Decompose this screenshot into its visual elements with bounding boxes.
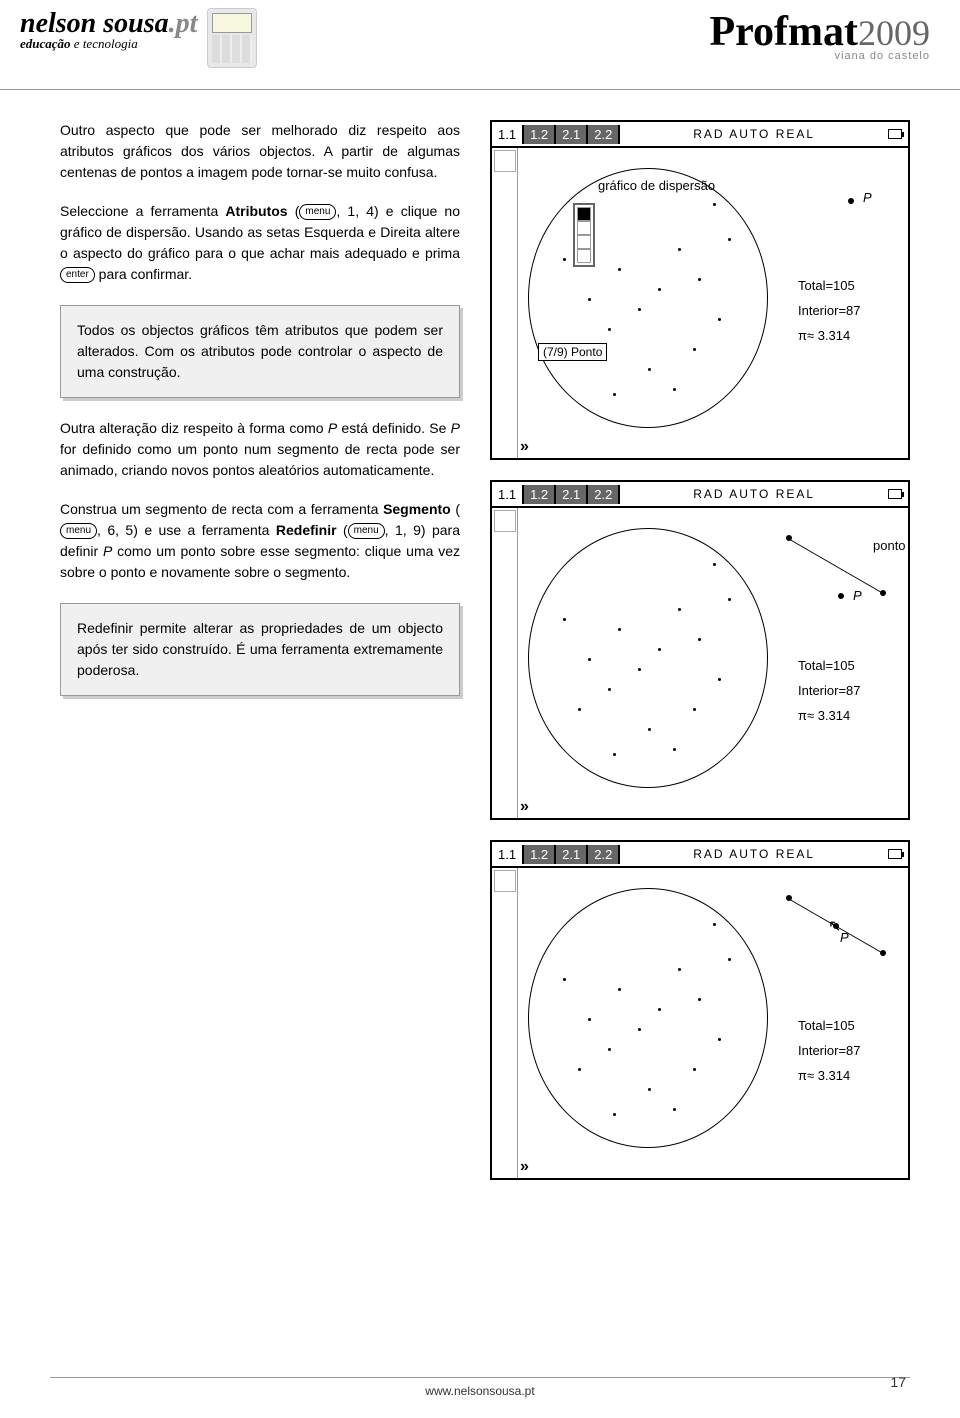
toolbar: [492, 868, 518, 1178]
status-text: RAD AUTO REAL: [620, 487, 888, 501]
canvas: P ponto Total=105 Interior=87 π≈ 3.314 »: [518, 508, 908, 818]
note-box-1: Todos os objectos gráficos têm atributos…: [60, 305, 460, 398]
circle: [528, 528, 768, 788]
toolbar: [492, 508, 518, 818]
arrows-icon: »: [520, 798, 529, 816]
battery-icon: [888, 489, 902, 499]
page-footer: www.nelsonsousa.pt 17: [0, 1377, 960, 1398]
left-column: Outro aspecto que pode ser melhorado diz…: [60, 120, 460, 1180]
menu-key-icon: menu: [348, 523, 385, 539]
calculator-screenshot-1: 1.1 1.2 2.1 2.2 RAD AUTO REAL gráfico de…: [490, 120, 910, 460]
attribute-palette: [573, 203, 595, 267]
screenshot-body: P ↖ Total=105 Interior=87 π≈ 3.314 »: [492, 868, 908, 1178]
circle: [528, 168, 768, 428]
conference-name: Profmat: [710, 9, 859, 55]
screenshot-tabbar: 1.1 1.2 2.1 2.2 RAD AUTO REAL: [492, 482, 908, 508]
pi-label: π≈ 3.314: [798, 328, 850, 343]
logo-right: Profmat2009 viana do castelo: [710, 8, 931, 62]
tab: 1.1: [492, 845, 524, 864]
toolbar: [492, 148, 518, 458]
canvas: gráfico de dispersão: [518, 148, 908, 458]
right-column: 1.1 1.2 2.1 2.2 RAD AUTO REAL gráfico de…: [490, 120, 910, 1180]
total-label: Total=105: [798, 278, 855, 293]
tab: 2.2: [588, 845, 620, 864]
interior-label: Interior=87: [798, 683, 861, 698]
paragraph-3: Outra alteração diz respeito à forma com…: [60, 418, 460, 481]
point-p: [838, 593, 844, 599]
status-text: RAD AUTO REAL: [620, 847, 888, 861]
tab: 2.2: [588, 125, 620, 144]
content-area: Outro aspecto que pode ser melhorado diz…: [0, 90, 960, 1200]
canvas: P ↖ Total=105 Interior=87 π≈ 3.314 »: [518, 868, 908, 1178]
tab: 2.1: [556, 485, 588, 504]
logo-left: nelson sousa.pt educação e tecnologia: [20, 8, 257, 68]
logo-suffix: .pt: [169, 8, 198, 39]
pi-label: π≈ 3.314: [798, 1068, 850, 1083]
p-label: P: [853, 588, 862, 603]
arrows-icon: »: [520, 438, 529, 456]
tool-icon: [494, 150, 516, 172]
paragraph-2: Seleccione a ferramenta Atributos (menu,…: [60, 201, 460, 285]
p-label: P: [863, 190, 872, 205]
logo-main: nelson sousa: [20, 8, 169, 39]
tab: 1.1: [492, 125, 524, 144]
screenshot-tabbar: 1.1 1.2 2.1 2.2 RAD AUTO REAL: [492, 122, 908, 148]
calculator-screenshot-3: 1.1 1.2 2.1 2.2 RAD AUTO REAL: [490, 840, 910, 1180]
footer-url: www.nelsonsousa.pt: [425, 1384, 534, 1398]
page-number: 17: [890, 1374, 906, 1390]
ponto-label: ponto: [873, 538, 906, 553]
paragraph-4: Construa um segmento de recta com a ferr…: [60, 499, 460, 583]
paragraph-1: Outro aspecto que pode ser melhorado diz…: [60, 120, 460, 183]
segment-line: [788, 538, 884, 594]
tooltip: (7/9) Ponto: [538, 343, 607, 361]
screenshot-body: gráfico de dispersão: [492, 148, 908, 458]
arrows-icon: »: [520, 1158, 529, 1176]
cursor-icon: ↖: [828, 916, 841, 936]
screenshot-body: P ponto Total=105 Interior=87 π≈ 3.314 »: [492, 508, 908, 818]
pi-label: π≈ 3.314: [798, 708, 850, 723]
point-p: [848, 198, 854, 204]
tab: 1.2: [524, 125, 556, 144]
scatter-label: gráfico de dispersão: [598, 178, 715, 193]
interior-label: Interior=87: [798, 303, 861, 318]
tool-icon: [494, 510, 516, 532]
tab: 1.2: [524, 845, 556, 864]
menu-key-icon: menu: [299, 204, 336, 220]
status-text: RAD AUTO REAL: [620, 127, 888, 141]
menu-key-icon: menu: [60, 523, 97, 539]
total-label: Total=105: [798, 1018, 855, 1033]
page-header: nelson sousa.pt educação e tecnologia Pr…: [0, 0, 960, 90]
enter-key-icon: enter: [60, 267, 95, 283]
conference-year: 2009: [858, 13, 930, 53]
calculator-icon: [207, 8, 257, 68]
battery-icon: [888, 849, 902, 859]
tab: 2.1: [556, 845, 588, 864]
battery-icon: [888, 129, 902, 139]
tab: 1.1: [492, 485, 524, 504]
tab: 2.2: [588, 485, 620, 504]
interior-label: Interior=87: [798, 1043, 861, 1058]
tab: 2.1: [556, 125, 588, 144]
total-label: Total=105: [798, 658, 855, 673]
note-box-2: Redefinir permite alterar as propriedade…: [60, 603, 460, 696]
tool-icon: [494, 870, 516, 892]
screenshot-tabbar: 1.1 1.2 2.1 2.2 RAD AUTO REAL: [492, 842, 908, 868]
calculator-screenshot-2: 1.1 1.2 2.1 2.2 RAD AUTO REAL: [490, 480, 910, 820]
tab: 1.2: [524, 485, 556, 504]
circle: [528, 888, 768, 1148]
